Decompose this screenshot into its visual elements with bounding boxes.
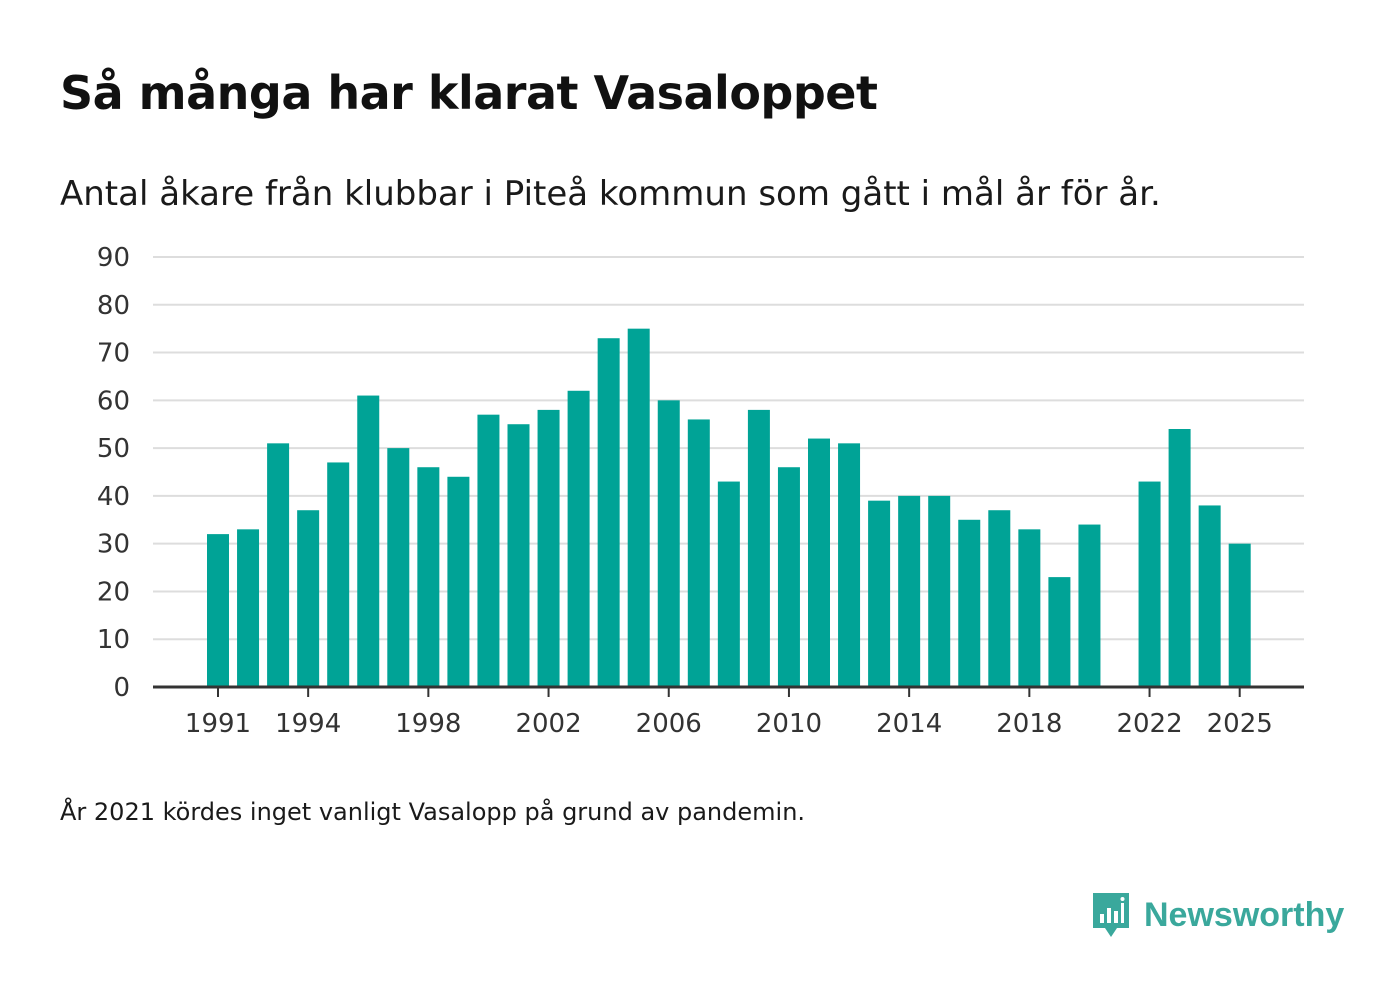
bar-1998 xyxy=(417,467,440,687)
bar-2001 xyxy=(507,424,530,687)
bar-2012 xyxy=(838,443,861,687)
brand-logo: Newsworthy xyxy=(1090,890,1344,940)
bar-1999 xyxy=(447,476,470,687)
x-tick-label: 2010 xyxy=(756,709,822,739)
bar-2009 xyxy=(747,409,770,687)
chart-subtitle: Antal åkare från klubbar i Piteå kommun … xyxy=(60,174,1161,214)
bars xyxy=(207,328,1251,687)
bar-2016 xyxy=(958,519,981,687)
bar-chart: 0 10 20 30 40 50 60 70 80 90 1991 1994 1998 2002 2006… xyxy=(97,243,1304,739)
x-tick-label: 2025 xyxy=(1207,709,1273,739)
bar-2011 xyxy=(808,438,830,687)
bar-2008 xyxy=(717,481,740,687)
bar-1992 xyxy=(237,529,260,687)
bar-2000 xyxy=(477,414,500,687)
y-tick-label: 90 xyxy=(97,243,130,273)
bar-2010 xyxy=(777,467,800,687)
bar-1995 xyxy=(327,462,350,687)
bar-2014 xyxy=(898,495,921,687)
y-tick-label: 30 xyxy=(97,530,130,560)
x-tick-label: 2006 xyxy=(636,709,702,739)
bar-1994 xyxy=(297,510,320,687)
x-tick-label: 2014 xyxy=(876,709,942,739)
x-tick-label: 1998 xyxy=(395,709,461,739)
bar-2020 xyxy=(1078,524,1101,687)
brand-name: Newsworthy xyxy=(1144,895,1345,934)
bar-2013 xyxy=(868,500,891,687)
bar-1993 xyxy=(267,443,290,687)
x-tick-label: 2002 xyxy=(515,709,581,739)
bar-2005 xyxy=(627,328,650,687)
y-tick-labels: 0 10 20 30 40 50 60 70 80 90 xyxy=(97,243,130,703)
bar-1996 xyxy=(357,395,380,687)
y-tick-label: 0 xyxy=(113,673,130,703)
bar-2025 xyxy=(1228,543,1251,687)
bar-2022 xyxy=(1138,481,1161,687)
bar-2007 xyxy=(687,419,710,687)
bar-2015 xyxy=(928,495,951,687)
x-tick-label: 1994 xyxy=(275,709,341,739)
bar-1997 xyxy=(387,448,410,687)
bar-2018 xyxy=(1018,529,1041,687)
footnote: År 2021 kördes inget vanligt Vasalopp på… xyxy=(60,798,806,826)
y-tick-label: 50 xyxy=(97,434,130,464)
x-tick-label: 1991 xyxy=(185,709,251,739)
x-tick-label: 2018 xyxy=(996,709,1062,739)
bar-2017 xyxy=(988,510,1011,687)
bar-2024 xyxy=(1198,505,1221,687)
y-tick-label: 80 xyxy=(97,291,130,321)
bar-2004 xyxy=(597,338,620,687)
newsworthy-logo-icon xyxy=(1093,893,1129,937)
x-tick-label: 2022 xyxy=(1116,709,1182,739)
x-tick-labels: 1991 1994 1998 2002 2006 2010 2014 2018 2022 2025 xyxy=(185,709,1273,739)
y-tick-label: 70 xyxy=(97,339,130,369)
y-tick-label: 10 xyxy=(97,625,130,655)
bar-1991 xyxy=(207,534,229,687)
bar-2006 xyxy=(657,400,680,687)
bar-2002 xyxy=(537,409,560,687)
y-tick-label: 40 xyxy=(97,482,130,512)
x-axis xyxy=(153,685,1304,697)
y-tick-label: 20 xyxy=(97,577,130,607)
bar-2003 xyxy=(567,390,590,687)
y-tick-label: 60 xyxy=(97,386,130,416)
bar-2019 xyxy=(1048,577,1071,687)
bar-2023 xyxy=(1168,429,1191,687)
chart-title: Så många har klarat Vasaloppet xyxy=(60,66,878,120)
